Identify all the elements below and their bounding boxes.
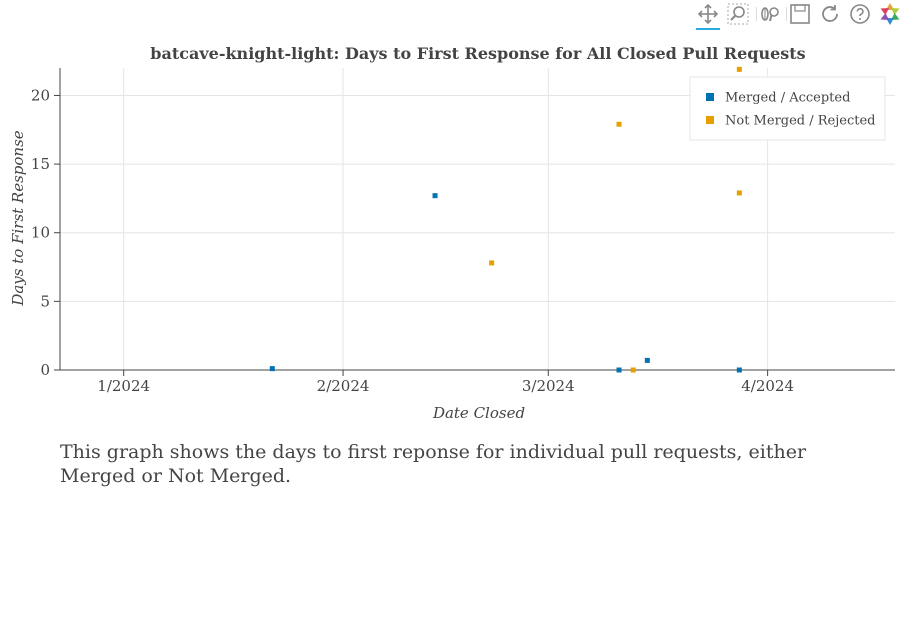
axes: 0 5 10 15 20 1/2024 2/2024 3/2024 4/2024 (31, 68, 895, 395)
data-point (432, 193, 438, 199)
scatter-chart: batcave-knight-light: Days to First Resp… (9, 44, 895, 422)
pan-tool-button[interactable] (696, 2, 720, 30)
data-point (616, 121, 622, 127)
y-axis-label: Days to First Response (9, 130, 27, 306)
data-point (644, 357, 650, 363)
chart-legend[interactable]: Merged / Accepted Not Merged / Rejected (689, 76, 886, 141)
x-tick-label: 4/2024 (741, 377, 794, 395)
toolbar-divider (786, 7, 787, 21)
legend-swatch (706, 116, 714, 124)
data-point (616, 367, 622, 373)
reset-tool-button[interactable] (818, 2, 842, 26)
toolbar-divider (756, 7, 757, 21)
chart-toolbar (690, 0, 900, 32)
legend-item-label[interactable]: Not Merged / Rejected (725, 114, 875, 129)
legend-item-label[interactable]: Merged / Accepted (725, 91, 850, 106)
data-point (736, 66, 742, 72)
legend-swatch (706, 93, 714, 101)
pan-icon (697, 3, 719, 25)
data-point (489, 260, 495, 266)
box-zoom-icon (727, 3, 749, 25)
data-point (269, 366, 275, 372)
data-point (630, 367, 636, 373)
y-tick-label: 15 (31, 155, 50, 173)
box-zoom-tool-button[interactable] (726, 2, 750, 26)
y-tick-label: 10 (31, 224, 50, 242)
x-tick-label: 3/2024 (522, 377, 575, 395)
wheel-zoom-tool-button[interactable] (758, 2, 782, 26)
y-tick-label: 5 (40, 292, 50, 310)
x-tick-label: 2/2024 (317, 377, 370, 395)
y-tick-label: 20 (31, 86, 50, 104)
save-tool-button[interactable] (788, 2, 812, 26)
legend-box (689, 76, 886, 141)
reset-icon (822, 5, 838, 22)
x-axis-label: Date Closed (432, 404, 525, 422)
data-point (736, 190, 742, 196)
help-tool-button[interactable] (848, 2, 872, 26)
chart-title: batcave-knight-light: Days to First Resp… (150, 44, 805, 63)
wheel-zoom-icon (761, 7, 779, 22)
save-icon (790, 4, 810, 24)
chart-caption: This graph shows the days to first repon… (60, 441, 807, 487)
bokeh-logo-icon (880, 3, 900, 25)
help-icon (850, 4, 870, 24)
bokeh-logo[interactable] (878, 2, 900, 26)
data-points (269, 66, 742, 373)
y-tick-label: 0 (40, 361, 50, 379)
x-tick-label: 1/2024 (97, 377, 150, 395)
data-point (736, 367, 742, 373)
